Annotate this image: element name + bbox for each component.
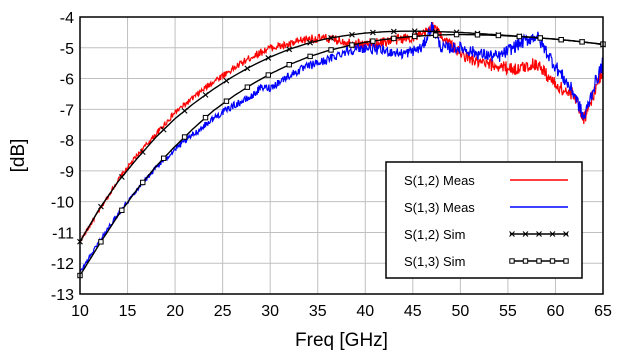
legend-item: S(1,2) Meas bbox=[404, 173, 568, 188]
data-point-marker bbox=[202, 114, 209, 121]
legend-label: S(1,2) Sim bbox=[404, 227, 465, 242]
data-point-marker bbox=[579, 39, 585, 45]
series-s-1-3-sim bbox=[77, 31, 606, 279]
data-point-marker bbox=[98, 239, 104, 245]
y-tick-label: -4 bbox=[60, 10, 74, 27]
data-point-marker bbox=[549, 258, 556, 264]
y-tick-label: -10 bbox=[51, 195, 74, 212]
data-point-marker bbox=[516, 33, 523, 40]
data-point-marker bbox=[160, 155, 167, 161]
data-point-marker bbox=[563, 231, 569, 237]
x-tick-label: 35 bbox=[309, 303, 327, 320]
data-point-marker bbox=[202, 91, 209, 98]
x-tick-label: 20 bbox=[166, 303, 184, 320]
y-tick-label: -6 bbox=[60, 72, 74, 89]
data-point-marker bbox=[139, 149, 146, 156]
data-point-marker bbox=[286, 46, 293, 53]
data-point-marker bbox=[265, 55, 272, 61]
x-axis-title: Freq [GHz] bbox=[295, 330, 388, 351]
data-point-marker bbox=[509, 231, 515, 237]
series-line bbox=[79, 22, 604, 242]
data-point-marker bbox=[140, 179, 146, 186]
data-point-marker bbox=[563, 258, 569, 264]
legend-item: S(1,3) Meas bbox=[404, 200, 568, 215]
legend-item: S(1,3) Sim bbox=[404, 254, 569, 269]
x-tick-label: 25 bbox=[214, 303, 232, 320]
y-axis-title: [dB] bbox=[8, 139, 29, 173]
data-point-marker bbox=[474, 32, 481, 38]
y-tick-label: -9 bbox=[60, 164, 74, 181]
data-point-marker bbox=[244, 84, 251, 90]
data-point-marker bbox=[181, 107, 188, 114]
data-point-marker bbox=[98, 203, 104, 210]
legend-item: S(1,2) Sim bbox=[404, 227, 569, 242]
data-point-marker bbox=[328, 35, 334, 41]
data-point-marker bbox=[181, 134, 188, 140]
data-point-marker bbox=[119, 207, 125, 213]
data-point-marker bbox=[432, 32, 439, 38]
legend: S(1,2) Meas S(1,3) Meas S(1,2) Sim S(1,3) S… bbox=[385, 161, 583, 279]
data-point-marker bbox=[509, 258, 515, 264]
data-point-marker bbox=[411, 28, 418, 35]
data-point-marker bbox=[160, 126, 167, 133]
data-point-marker bbox=[265, 72, 271, 78]
x-tick-label: 10 bbox=[71, 303, 89, 320]
data-point-marker bbox=[536, 231, 542, 237]
x-tick-label: 40 bbox=[356, 303, 374, 320]
data-point-marker bbox=[370, 38, 376, 44]
data-point-marker bbox=[328, 47, 334, 53]
x-tick-label: 15 bbox=[119, 303, 137, 320]
y-tick-label: -11 bbox=[52, 225, 74, 242]
x-tick-label: 55 bbox=[499, 303, 517, 320]
data-point-marker bbox=[536, 258, 542, 264]
tick-labels: 10 15 20 25 30 35 40 45 50 55 60 65 -4 -5 -6 -7 -8 -9 -10 -… bbox=[51, 10, 612, 320]
data-point-marker bbox=[349, 42, 355, 48]
data-point-marker bbox=[244, 65, 251, 72]
y-tick-label: -5 bbox=[60, 41, 74, 58]
y-tick-label: -13 bbox=[51, 287, 74, 304]
series-s-1-2-meas bbox=[79, 22, 604, 242]
data-point-marker bbox=[495, 32, 502, 39]
legend-label: S(1,3) Meas bbox=[404, 200, 475, 215]
y-tick-label: -12 bbox=[51, 256, 74, 273]
legend-label: S(1,2) Meas bbox=[404, 173, 475, 188]
plot-frame bbox=[79, 16, 604, 295]
data-point-marker bbox=[349, 31, 355, 38]
data-point-marker bbox=[537, 35, 543, 41]
data-point-marker bbox=[549, 231, 556, 237]
data-point-marker bbox=[369, 29, 376, 36]
data-point-marker bbox=[390, 28, 397, 35]
data-point-marker bbox=[453, 31, 460, 38]
data-point-marker bbox=[412, 33, 418, 40]
x-tick-label: 50 bbox=[451, 303, 469, 320]
data-point-marker bbox=[307, 53, 313, 60]
legend-label: S(1,3) Sim bbox=[404, 254, 465, 269]
legend-box bbox=[385, 161, 583, 279]
data-point-marker bbox=[223, 77, 230, 84]
series-s-1-3-meas bbox=[79, 21, 604, 273]
y-tick-label: -8 bbox=[60, 133, 74, 150]
data-point-marker bbox=[391, 35, 397, 42]
data-point-marker bbox=[286, 62, 292, 68]
data-point-marker bbox=[522, 258, 529, 264]
data-point-marker bbox=[307, 39, 314, 46]
x-tick-label: 45 bbox=[404, 303, 422, 320]
data-point-marker bbox=[223, 98, 230, 104]
x-tick-label: 60 bbox=[547, 303, 565, 320]
data-point-marker bbox=[118, 174, 125, 180]
x-tick-label: 65 bbox=[594, 303, 612, 320]
data-point-marker bbox=[522, 231, 529, 237]
series-line bbox=[79, 33, 604, 276]
y-tick-label: -7 bbox=[60, 102, 74, 119]
data-point-marker bbox=[558, 37, 564, 43]
series-line bbox=[79, 21, 604, 273]
x-tick-label: 30 bbox=[261, 303, 279, 320]
